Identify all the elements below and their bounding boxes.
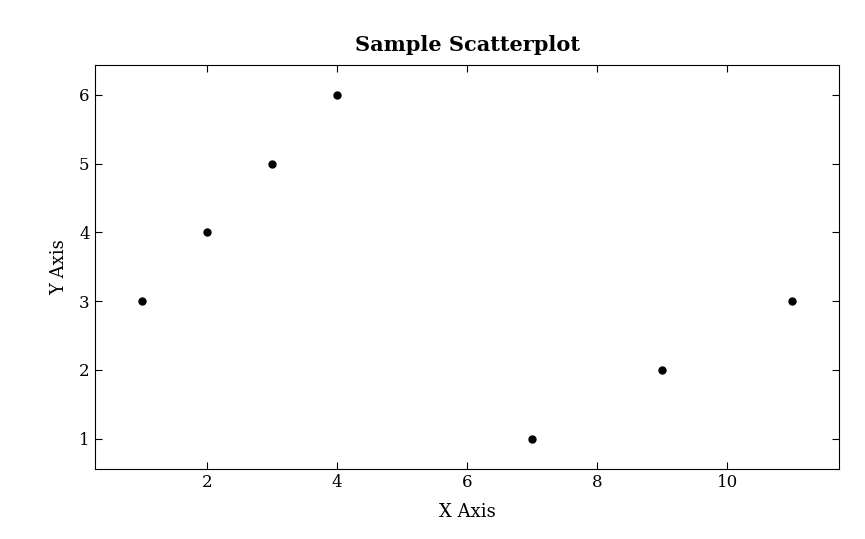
- Point: [785, 297, 799, 306]
- X-axis label: X Axis: X Axis: [439, 502, 496, 521]
- Title: Sample Scatterplot: Sample Scatterplot: [355, 35, 580, 55]
- Point: [135, 297, 149, 306]
- Point: [265, 160, 279, 168]
- Point: [200, 228, 214, 237]
- Y-axis label: Y Axis: Y Axis: [50, 239, 67, 295]
- Point: [330, 91, 344, 99]
- Point: [656, 365, 670, 374]
- Point: [525, 434, 539, 443]
